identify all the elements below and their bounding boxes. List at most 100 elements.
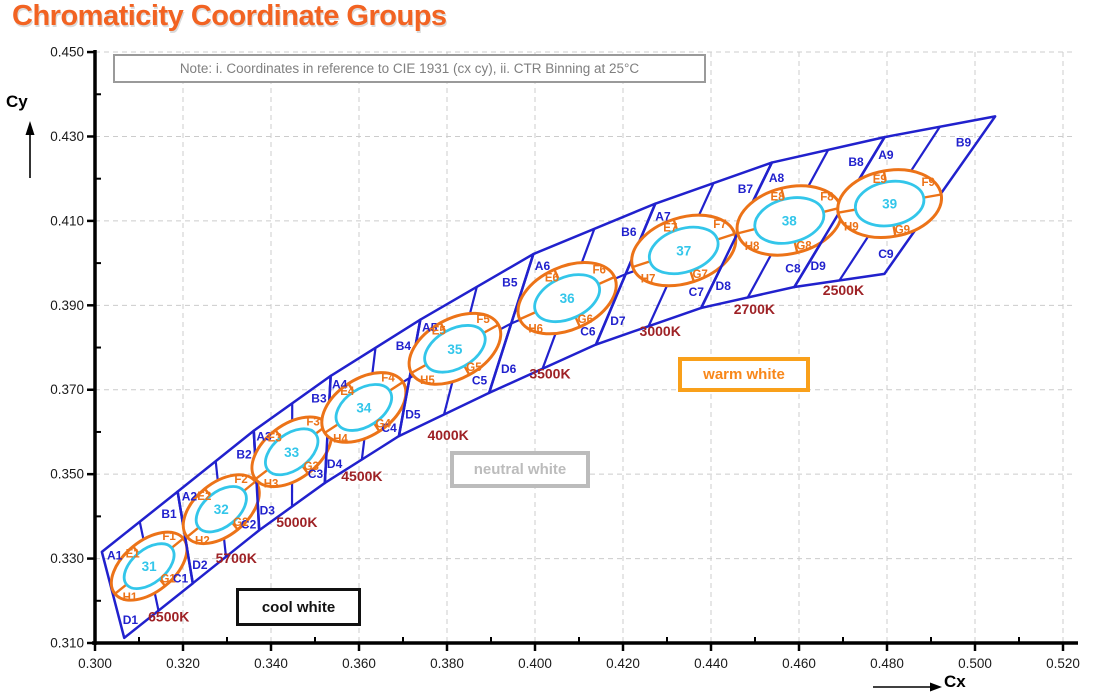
bin-35: A5 B5 C5 D5 E5 F5 G5 H5 35 4000K <box>397 252 535 443</box>
bin-37: A7 B7 C7 D7 E7 F7 G7 H7 37 3000K <box>594 161 774 346</box>
ellipse-zone-label: H9 <box>844 222 859 234</box>
bin-ellipse-group <box>407 311 503 386</box>
quadrant-label: A8 <box>769 171 785 185</box>
bin-ellipse-group <box>630 213 738 288</box>
quadrant-label: D3 <box>260 504 276 518</box>
bin-32: A2 B2 C2 D2 E2 F2 G2 H2 32 5700K <box>176 429 261 585</box>
bin-number: 33 <box>284 445 300 460</box>
note-box: Note: i. Coordinates in reference to CIE… <box>113 54 706 83</box>
ellipse-zone-label: G8 <box>796 240 812 252</box>
y-tick-label: 0.430 <box>50 129 84 144</box>
ellipse-zone-label: E1 <box>126 548 141 560</box>
inner-ellipse <box>122 542 176 591</box>
quadrant-label: C6 <box>580 325 596 339</box>
bin-number: 39 <box>882 197 897 212</box>
quadrant-label: A9 <box>878 148 894 162</box>
x-tick-label: 0.300 <box>78 656 112 671</box>
quadrant-label: C1 <box>173 572 189 586</box>
bin-number: 31 <box>142 559 158 574</box>
inner-ellipse <box>647 225 720 276</box>
ellipse-zone-label: F4 <box>381 372 395 384</box>
quadrant-label: A2 <box>182 489 198 503</box>
ellipse-zone-label: G2 <box>233 517 248 529</box>
bin-number: 34 <box>356 400 372 415</box>
quadrant-label: C3 <box>308 467 324 481</box>
quadrant-label: B4 <box>396 339 412 353</box>
quadrant-label: B9 <box>956 136 972 150</box>
cct-label: 2700K <box>734 301 775 317</box>
cx-arrow-head <box>930 682 942 692</box>
bin-number: 36 <box>560 291 576 306</box>
bin-ellipse-group <box>516 261 618 336</box>
bin-ellipse-group <box>109 530 189 602</box>
inner-ellipse <box>423 324 487 374</box>
quadrant-label: D6 <box>501 362 517 376</box>
ellipse-zone-label: H3 <box>264 478 279 490</box>
quadrant-label: C7 <box>689 285 705 299</box>
quadrant-label: B3 <box>311 392 327 406</box>
ellipse-zone-label: G4 <box>375 419 391 431</box>
y-tick-label: 0.370 <box>50 382 84 397</box>
ellipse-zone-label: E7 <box>663 223 677 235</box>
cy-arrow-head <box>25 121 35 135</box>
inner-ellipse <box>194 485 248 534</box>
ellipse-zone-label: E9 <box>873 174 887 186</box>
ellipse-zone-label: E6 <box>545 273 559 285</box>
bin-number: 32 <box>214 502 229 517</box>
ellipse-zone-label: F6 <box>592 264 605 276</box>
x-tick-label: 0.360 <box>342 656 376 671</box>
ellipse-zone-label: F8 <box>820 191 834 203</box>
ellipse-zone-label: G5 <box>466 362 482 374</box>
inner-ellipse <box>264 427 320 477</box>
quadrant-label: A1 <box>107 549 123 563</box>
y-tick-label: 0.410 <box>50 213 84 228</box>
x-axis-title: Cx <box>944 672 966 691</box>
x-tick-label: 0.380 <box>430 656 464 671</box>
cct-label: 4500K <box>341 468 382 484</box>
ellipse-zone-label: H7 <box>641 273 656 285</box>
cct-label: 4000K <box>427 427 468 443</box>
inner-ellipse <box>533 273 601 324</box>
bin-number: 35 <box>447 342 463 357</box>
x-tick-label: 0.320 <box>166 656 200 671</box>
quadrant-label: B2 <box>236 447 252 461</box>
y-tick-label: 0.310 <box>50 636 84 651</box>
bin-39: A9 B9 C9 D9 E9 F9 G9 H9 39 2500K <box>793 115 997 298</box>
ellipse-zone-label: F2 <box>234 474 247 486</box>
quadrant-label: B5 <box>502 275 518 289</box>
cct-label: 6500K <box>148 608 189 624</box>
ellipse-zone-label: F9 <box>922 177 935 189</box>
bin-34: A4 B4 C4 D4 E4 F4 G4 H4 34 4500K <box>320 318 422 485</box>
ellipse-zone-label: H1 <box>123 592 138 604</box>
quadrant-label: D1 <box>123 613 139 627</box>
quadrant-label: B7 <box>738 182 754 196</box>
ellipse-zone-label: H2 <box>195 535 210 547</box>
cct-label: 2500K <box>823 282 864 298</box>
warm-white-label: warm white <box>678 357 810 392</box>
quadrant-label: B1 <box>161 507 177 521</box>
ellipse-zone-label: F3 <box>306 416 319 428</box>
page-title: Chromaticity Coordinate Groups <box>12 0 447 32</box>
y-tick-label: 0.390 <box>50 298 84 313</box>
quadrant-label: A6 <box>535 259 551 273</box>
y-axis-title: Cy <box>6 92 28 111</box>
bin-number: 37 <box>676 243 691 258</box>
x-tick-label: 0.520 <box>1046 656 1080 671</box>
quadrant-label: A3 <box>256 429 272 443</box>
quadrant-label: D9 <box>811 259 827 273</box>
ellipse-zone-label: E2 <box>197 491 211 503</box>
ellipse-zone-label: F5 <box>476 314 490 326</box>
y-tick-label: 0.330 <box>50 551 84 566</box>
quadrant-label: A7 <box>655 209 671 223</box>
inner-ellipse <box>334 383 393 432</box>
ellipse-zone-label: F7 <box>713 219 726 231</box>
x-tick-label: 0.340 <box>254 656 288 671</box>
x-tick-label: 0.500 <box>958 656 992 671</box>
quadrant-label: C9 <box>878 247 894 261</box>
bin-ellipse-group <box>181 473 261 546</box>
bin-quad <box>793 115 997 289</box>
bin-ellipse-group <box>320 371 408 444</box>
x-tick-label: 0.400 <box>518 656 552 671</box>
quadrant-label: B8 <box>848 155 864 169</box>
